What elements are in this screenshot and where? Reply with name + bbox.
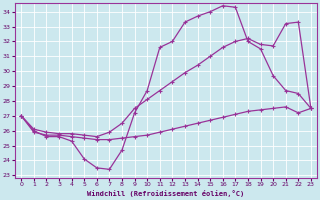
- X-axis label: Windchill (Refroidissement éolien,°C): Windchill (Refroidissement éolien,°C): [87, 190, 245, 197]
